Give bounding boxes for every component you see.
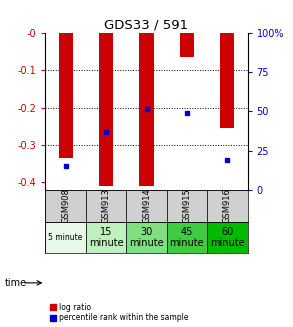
FancyBboxPatch shape	[45, 190, 86, 222]
FancyBboxPatch shape	[45, 222, 86, 253]
Text: GSM913: GSM913	[102, 188, 110, 223]
Bar	[139, 33, 154, 186]
Text: 45
minute: 45 minute	[170, 227, 204, 248]
FancyBboxPatch shape	[86, 190, 126, 222]
FancyBboxPatch shape	[167, 222, 207, 253]
Text: 15
minute: 15 minute	[89, 227, 123, 248]
Text: time: time	[4, 278, 27, 288]
Bar	[99, 33, 113, 186]
Text: GSM914: GSM914	[142, 188, 151, 223]
Bar	[180, 33, 194, 57]
FancyBboxPatch shape	[207, 190, 248, 222]
Text: GSM908: GSM908	[61, 188, 70, 223]
FancyBboxPatch shape	[126, 190, 167, 222]
Text: GSM915: GSM915	[183, 188, 191, 223]
Text: 5 minute: 5 minute	[48, 233, 83, 242]
FancyBboxPatch shape	[126, 222, 167, 253]
Text: GSM916: GSM916	[223, 188, 232, 223]
FancyBboxPatch shape	[86, 222, 126, 253]
Legend: log ratio, percentile rank within the sample: log ratio, percentile rank within the sa…	[49, 302, 190, 323]
FancyBboxPatch shape	[207, 222, 248, 253]
Title: GDS33 / 591: GDS33 / 591	[104, 19, 189, 31]
FancyBboxPatch shape	[167, 190, 207, 222]
Text: 60
minute: 60 minute	[210, 227, 245, 248]
Bar	[59, 33, 73, 158]
Text: 30
minute: 30 minute	[129, 227, 164, 248]
Bar	[220, 33, 234, 128]
